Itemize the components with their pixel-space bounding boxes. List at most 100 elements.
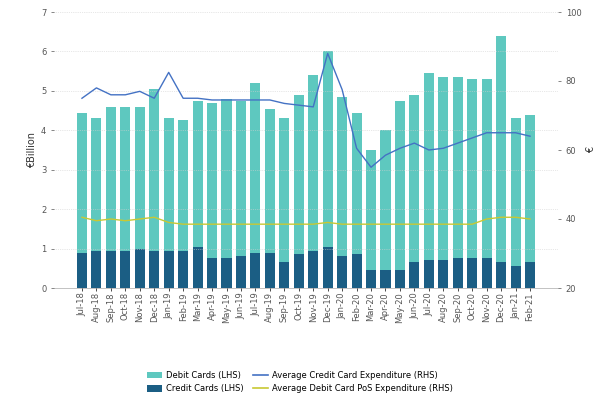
Average Debit Card PoS Expenditure (RHS): [497, 215, 505, 220]
Bar: [279, 118, 289, 262]
Average Credit Card Expenditure (RHS): [338, 87, 346, 92]
Bar: [366, 270, 376, 288]
Bar: [424, 73, 434, 260]
Bar: [525, 114, 535, 262]
Average Debit Card PoS Expenditure (RHS): [122, 218, 129, 223]
Bar: [352, 112, 362, 254]
Average Debit Card PoS Expenditure (RHS): [512, 215, 519, 220]
Bar: [236, 256, 246, 288]
Average Credit Card Expenditure (RHS): [79, 96, 86, 101]
Average Debit Card PoS Expenditure (RHS): [367, 222, 374, 226]
Average Debit Card PoS Expenditure (RHS): [93, 218, 100, 223]
Line: Average Debit Card PoS Expenditure (RHS): Average Debit Card PoS Expenditure (RHS): [82, 217, 530, 224]
Bar: [496, 262, 506, 288]
Bar: [409, 262, 419, 288]
Bar: [395, 101, 405, 270]
Bar: [525, 262, 535, 288]
Average Credit Card Expenditure (RHS): [497, 130, 505, 135]
Bar: [323, 52, 333, 246]
Bar: [149, 250, 159, 288]
Average Credit Card Expenditure (RHS): [136, 89, 143, 94]
Bar: [467, 258, 477, 288]
Average Debit Card PoS Expenditure (RHS): [310, 222, 317, 226]
Bar: [511, 266, 521, 288]
Average Credit Card Expenditure (RHS): [526, 134, 533, 138]
Average Credit Card Expenditure (RHS): [122, 92, 129, 97]
Average Debit Card PoS Expenditure (RHS): [151, 215, 158, 220]
Bar: [106, 250, 116, 288]
Line: Average Credit Card Expenditure (RHS): Average Credit Card Expenditure (RHS): [82, 53, 530, 167]
Average Credit Card Expenditure (RHS): [252, 98, 259, 102]
Average Credit Card Expenditure (RHS): [454, 141, 461, 146]
Bar: [337, 256, 347, 288]
Average Credit Card Expenditure (RHS): [165, 70, 172, 75]
Bar: [120, 250, 130, 288]
Average Debit Card PoS Expenditure (RHS): [353, 222, 360, 226]
Average Credit Card Expenditure (RHS): [367, 165, 374, 170]
Bar: [511, 118, 521, 266]
Average Debit Card PoS Expenditure (RHS): [238, 222, 245, 226]
Bar: [178, 250, 188, 288]
Legend: Debit Cards (LHS), Credit Cards (LHS), Average Credit Card Expenditure (RHS), Av: Debit Cards (LHS), Credit Cards (LHS), A…: [145, 369, 455, 396]
Bar: [77, 252, 87, 288]
Average Debit Card PoS Expenditure (RHS): [469, 222, 476, 226]
Average Credit Card Expenditure (RHS): [483, 130, 490, 135]
Average Debit Card PoS Expenditure (RHS): [281, 222, 288, 226]
Average Debit Card PoS Expenditure (RHS): [295, 222, 302, 226]
Average Credit Card Expenditure (RHS): [266, 98, 274, 102]
Average Debit Card PoS Expenditure (RHS): [425, 222, 433, 226]
Bar: [91, 118, 101, 250]
Average Debit Card PoS Expenditure (RHS): [324, 220, 331, 225]
Bar: [77, 112, 87, 252]
Bar: [164, 250, 174, 288]
Average Debit Card PoS Expenditure (RHS): [223, 222, 230, 226]
Bar: [482, 79, 492, 258]
Bar: [221, 99, 232, 258]
Bar: [91, 250, 101, 288]
Average Credit Card Expenditure (RHS): [194, 96, 201, 101]
Average Credit Card Expenditure (RHS): [151, 96, 158, 101]
Average Credit Card Expenditure (RHS): [397, 146, 404, 151]
Bar: [193, 246, 203, 288]
Bar: [236, 101, 246, 256]
Average Debit Card PoS Expenditure (RHS): [266, 222, 274, 226]
Bar: [135, 248, 145, 288]
Bar: [178, 120, 188, 250]
Bar: [453, 258, 463, 288]
Average Credit Card Expenditure (RHS): [425, 148, 433, 152]
Average Credit Card Expenditure (RHS): [238, 98, 245, 102]
Bar: [250, 83, 260, 252]
Bar: [265, 109, 275, 252]
Bar: [120, 107, 130, 250]
Average Debit Card PoS Expenditure (RHS): [165, 220, 172, 225]
Bar: [193, 101, 203, 246]
Average Debit Card PoS Expenditure (RHS): [397, 222, 404, 226]
Average Credit Card Expenditure (RHS): [281, 101, 288, 106]
Bar: [453, 77, 463, 258]
Average Credit Card Expenditure (RHS): [353, 146, 360, 151]
Bar: [308, 250, 318, 288]
Bar: [467, 79, 477, 258]
Bar: [395, 270, 405, 288]
Average Debit Card PoS Expenditure (RHS): [454, 222, 461, 226]
Average Debit Card PoS Expenditure (RHS): [79, 215, 86, 220]
Average Credit Card Expenditure (RHS): [223, 98, 230, 102]
Average Credit Card Expenditure (RHS): [512, 130, 519, 135]
Average Credit Card Expenditure (RHS): [411, 141, 418, 146]
Average Debit Card PoS Expenditure (RHS): [483, 217, 490, 222]
Average Credit Card Expenditure (RHS): [208, 98, 215, 102]
Bar: [438, 260, 448, 288]
Bar: [308, 75, 318, 250]
Bar: [250, 252, 260, 288]
Bar: [149, 89, 159, 250]
Average Debit Card PoS Expenditure (RHS): [526, 217, 533, 222]
Average Debit Card PoS Expenditure (RHS): [411, 222, 418, 226]
Average Debit Card PoS Expenditure (RHS): [107, 217, 115, 222]
Average Credit Card Expenditure (RHS): [469, 136, 476, 140]
Bar: [438, 77, 448, 260]
Bar: [294, 95, 304, 254]
Bar: [265, 252, 275, 288]
Bar: [207, 258, 217, 288]
Average Debit Card PoS Expenditure (RHS): [382, 222, 389, 226]
Average Debit Card PoS Expenditure (RHS): [252, 222, 259, 226]
